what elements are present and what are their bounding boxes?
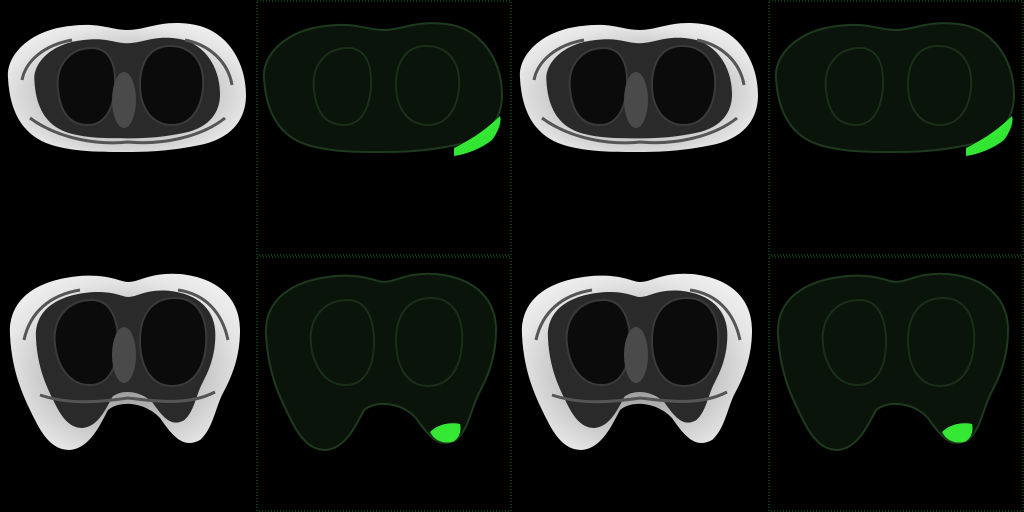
mri-slice-tile bbox=[0, 256, 256, 512]
lung bbox=[394, 296, 464, 388]
muscle-layer bbox=[534, 288, 742, 404]
body-outline bbox=[264, 272, 498, 452]
lung bbox=[312, 46, 373, 127]
overlay-tile bbox=[768, 0, 1024, 256]
overlay-frame bbox=[256, 0, 512, 256]
muscle-layer bbox=[20, 38, 234, 145]
overlay-frame bbox=[768, 0, 1024, 256]
lung bbox=[138, 44, 205, 127]
lung bbox=[565, 298, 632, 387]
muscle-layer bbox=[532, 38, 746, 145]
lung bbox=[906, 296, 976, 388]
mri-image bbox=[519, 23, 758, 152]
overlay-tile bbox=[256, 0, 512, 256]
body-outline bbox=[774, 22, 1016, 154]
mri-image bbox=[9, 273, 240, 450]
lung bbox=[821, 298, 888, 387]
mri-slice-tile bbox=[0, 0, 256, 256]
highlight-region bbox=[454, 116, 501, 156]
overlay-frame bbox=[768, 256, 1024, 512]
lung bbox=[650, 44, 717, 127]
highlight-region bbox=[430, 423, 461, 443]
lung bbox=[650, 296, 720, 388]
lung bbox=[53, 298, 120, 387]
mri-image bbox=[7, 23, 247, 152]
overlay-image bbox=[768, 256, 1024, 512]
lung bbox=[824, 46, 885, 127]
overlay-tile bbox=[256, 256, 512, 512]
body-outline bbox=[262, 22, 504, 154]
lung bbox=[394, 44, 461, 127]
overlay-tile bbox=[768, 256, 1024, 512]
mediastinum bbox=[624, 327, 648, 383]
mri-slice-tile bbox=[512, 256, 768, 512]
muscle-layer bbox=[22, 288, 230, 404]
highlight-region bbox=[942, 423, 973, 443]
mri-image bbox=[521, 273, 752, 450]
lung bbox=[138, 296, 208, 388]
mediastinum bbox=[624, 72, 648, 128]
mri-slice-tile bbox=[512, 0, 768, 256]
overlay-frame bbox=[256, 256, 512, 512]
overlay-image bbox=[256, 0, 512, 256]
overlay-image bbox=[256, 256, 512, 512]
mediastinum bbox=[112, 72, 136, 128]
lung bbox=[56, 46, 117, 127]
lung bbox=[906, 44, 973, 127]
lung bbox=[309, 298, 376, 387]
overlay-image bbox=[768, 0, 1024, 256]
body-outline bbox=[776, 272, 1010, 452]
mediastinum bbox=[112, 327, 136, 383]
lung bbox=[568, 46, 629, 127]
highlight-region bbox=[966, 116, 1013, 156]
